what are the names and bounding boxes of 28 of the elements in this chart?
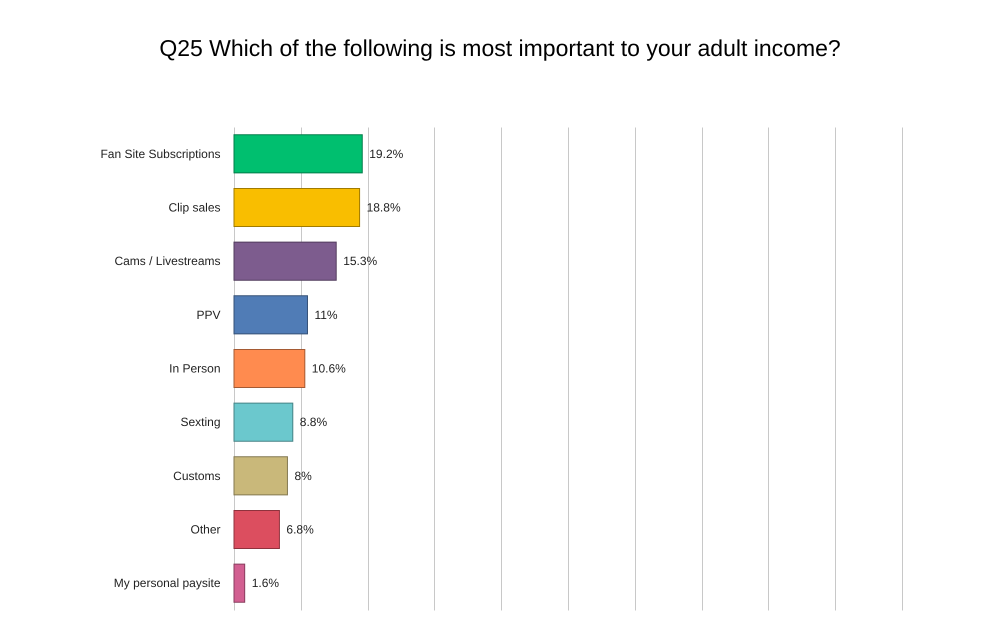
y-tick-label: Cams / Livestreams bbox=[114, 254, 220, 268]
bar bbox=[234, 242, 337, 281]
bar bbox=[234, 402, 294, 442]
bar bbox=[234, 295, 308, 334]
data-label: 6.8% bbox=[286, 522, 314, 536]
bar bbox=[234, 564, 246, 603]
bar bbox=[234, 456, 288, 496]
data-label: 1.6% bbox=[252, 576, 280, 590]
bar bbox=[234, 348, 306, 388]
y-tick-label: Sexting bbox=[180, 415, 220, 430]
data-label: 8.8% bbox=[300, 415, 328, 430]
bar bbox=[234, 510, 280, 550]
y-tick-label: Fan Site Subscriptions bbox=[100, 146, 220, 161]
y-tick-label: Other bbox=[190, 522, 220, 536]
data-label: 19.2% bbox=[369, 146, 404, 161]
data-label: 10.6% bbox=[312, 362, 346, 376]
y-tick-label: PPV bbox=[196, 308, 220, 322]
data-label: 18.8% bbox=[366, 200, 401, 214]
chart-title: Q25 Which of the following is most important to your adult income? bbox=[159, 35, 841, 61]
y-tick-label: Clip sales bbox=[168, 200, 220, 214]
data-label: 15.3% bbox=[343, 254, 378, 268]
bar bbox=[234, 188, 360, 228]
data-label: 8% bbox=[294, 468, 312, 483]
data-label: 11% bbox=[314, 308, 338, 322]
y-tick-label: In Person bbox=[169, 362, 220, 376]
y-tick-label: My personal paysite bbox=[114, 576, 221, 590]
bar bbox=[234, 134, 363, 174]
y-tick-label: Customs bbox=[173, 468, 220, 483]
